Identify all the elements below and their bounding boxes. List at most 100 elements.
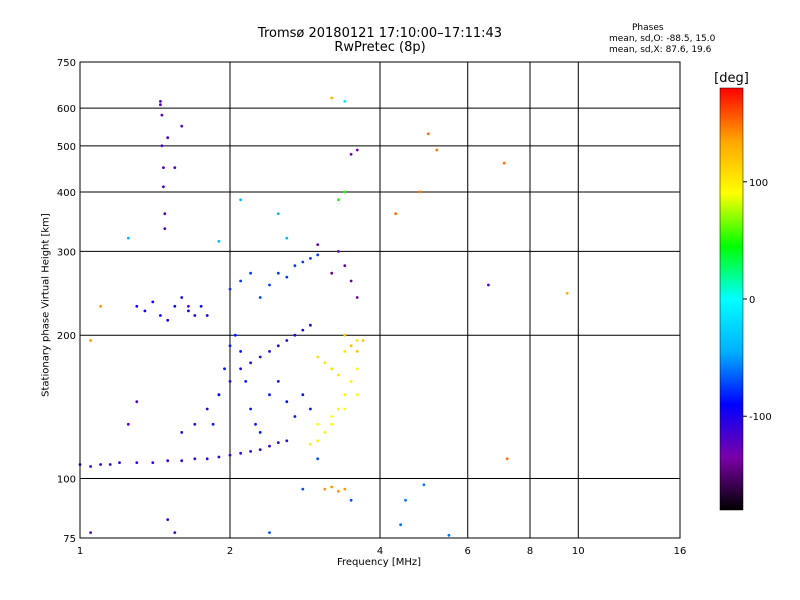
data-point — [276, 441, 280, 444]
y-tick-label: 200 — [57, 331, 76, 342]
data-point — [316, 253, 320, 257]
colorbar-tick-label: 0 — [749, 295, 755, 306]
x-tick-label: 6 — [465, 546, 471, 557]
data-point — [293, 264, 297, 268]
data-point — [565, 291, 569, 295]
y-tick-label: 400 — [57, 188, 76, 199]
data-point — [276, 271, 280, 275]
data-point — [285, 236, 289, 240]
data-point — [135, 304, 139, 308]
data-point — [239, 367, 243, 371]
data-point — [193, 422, 197, 426]
data-point — [502, 161, 506, 165]
data-point — [309, 323, 312, 327]
data-point — [249, 407, 253, 411]
data-point — [160, 144, 164, 148]
data-point — [337, 198, 340, 202]
data-point — [330, 96, 334, 100]
data-point — [301, 328, 305, 332]
data-point — [355, 339, 359, 342]
data-point — [217, 239, 221, 243]
data-point — [173, 166, 177, 170]
data-point — [505, 457, 509, 461]
x-tick-label: 2 — [227, 546, 233, 557]
data-point — [343, 407, 347, 411]
data-point — [258, 448, 262, 451]
data-point — [211, 422, 215, 426]
data-point — [151, 300, 155, 304]
data-point — [228, 453, 232, 457]
data-point — [205, 314, 209, 317]
data-point — [316, 457, 320, 461]
data-point — [343, 393, 347, 397]
data-point — [316, 243, 320, 247]
data-point — [163, 212, 167, 216]
colorbar-label: [deg] — [714, 71, 749, 86]
data-points — [78, 96, 569, 537]
data-point — [323, 361, 327, 365]
data-point — [316, 355, 320, 359]
data-point — [126, 236, 130, 240]
data-point — [355, 350, 359, 353]
data-point — [309, 442, 312, 446]
x-tick-label: 4 — [377, 546, 383, 557]
data-point — [418, 190, 421, 194]
data-point — [163, 227, 167, 231]
data-point — [239, 198, 243, 202]
x-tick-label: 8 — [527, 546, 533, 557]
data-point — [233, 333, 237, 337]
chart-title: Tromsø 20180121 17:10:00–17:11:43 — [257, 26, 503, 41]
data-point — [285, 275, 289, 279]
data-point — [349, 344, 353, 348]
data-point — [135, 461, 139, 464]
data-point — [217, 455, 221, 459]
data-point — [343, 264, 347, 268]
data-point — [254, 422, 257, 426]
data-point — [337, 250, 340, 253]
data-point — [193, 314, 197, 317]
plot-frame — [79, 61, 681, 539]
data-point — [244, 380, 248, 383]
data-point — [180, 124, 184, 128]
data-point — [361, 339, 365, 342]
phases-annotation-x-mode: mean, sd,X: 87.6, 19.6 — [609, 45, 712, 55]
data-point — [162, 185, 165, 189]
data-point — [162, 166, 165, 170]
data-point — [355, 148, 359, 152]
data-point — [293, 415, 297, 418]
data-point — [285, 439, 289, 443]
data-point — [160, 113, 164, 117]
data-point — [330, 485, 334, 489]
x-tick-label: 10 — [572, 546, 585, 557]
phase-colorbar: [deg] 100 0 -100 — [714, 71, 772, 511]
data-point — [330, 422, 334, 426]
data-point — [337, 407, 340, 411]
data-point — [301, 393, 305, 397]
y-tick-label: 500 — [57, 142, 76, 153]
y-tick-label: 75 — [63, 534, 76, 545]
data-point — [268, 283, 271, 287]
data-point — [399, 523, 402, 527]
y-axis-ticks: 75 100 200 300 400 500 600 750 — [57, 58, 76, 545]
data-point — [108, 463, 112, 466]
data-point — [349, 279, 353, 283]
data-point — [199, 304, 203, 308]
data-point — [180, 296, 184, 299]
data-point — [173, 531, 177, 534]
data-point — [228, 380, 232, 383]
data-point — [99, 463, 102, 466]
data-point — [143, 309, 147, 313]
data-point — [180, 431, 184, 434]
data-point — [285, 339, 289, 342]
data-point — [343, 487, 347, 491]
data-point — [159, 314, 162, 317]
data-point — [135, 400, 139, 404]
data-point — [422, 483, 426, 487]
data-point — [301, 260, 305, 264]
data-point — [180, 459, 184, 463]
chart-subtitle: RwPretec (8p) — [334, 40, 426, 55]
data-point — [89, 465, 92, 468]
data-point — [89, 339, 92, 342]
data-point — [159, 103, 162, 107]
